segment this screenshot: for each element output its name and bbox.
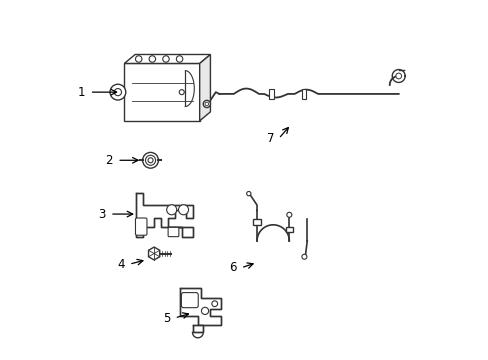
FancyBboxPatch shape [135, 218, 147, 235]
Text: 3: 3 [98, 208, 105, 221]
Circle shape [204, 102, 208, 106]
Polygon shape [148, 247, 160, 260]
Circle shape [163, 56, 169, 62]
Text: 4: 4 [117, 258, 124, 271]
Circle shape [178, 205, 188, 215]
Text: 7: 7 [266, 132, 274, 145]
Polygon shape [136, 193, 193, 237]
Polygon shape [199, 54, 210, 121]
Text: 2: 2 [105, 154, 113, 167]
Circle shape [246, 192, 250, 196]
Bar [253, 220, 260, 225]
Polygon shape [124, 54, 210, 63]
Circle shape [110, 84, 125, 100]
Circle shape [301, 254, 306, 259]
Bar [285, 226, 292, 232]
Circle shape [142, 152, 158, 168]
Circle shape [166, 205, 176, 215]
Circle shape [286, 212, 291, 217]
Circle shape [211, 301, 217, 307]
Text: 6: 6 [229, 261, 236, 274]
Bar [269, 89, 273, 99]
Circle shape [203, 100, 210, 108]
Circle shape [135, 56, 142, 62]
Polygon shape [192, 325, 203, 332]
Polygon shape [180, 288, 221, 325]
Circle shape [148, 158, 153, 163]
Circle shape [145, 155, 155, 165]
Circle shape [149, 56, 155, 62]
Circle shape [114, 89, 121, 96]
Circle shape [395, 73, 401, 79]
Polygon shape [124, 63, 199, 121]
Circle shape [176, 56, 183, 62]
Bar [301, 89, 305, 99]
FancyBboxPatch shape [181, 293, 198, 308]
Circle shape [201, 307, 208, 315]
Text: 5: 5 [163, 311, 170, 325]
FancyBboxPatch shape [168, 227, 179, 237]
Circle shape [179, 90, 184, 95]
Text: 1: 1 [78, 86, 85, 99]
